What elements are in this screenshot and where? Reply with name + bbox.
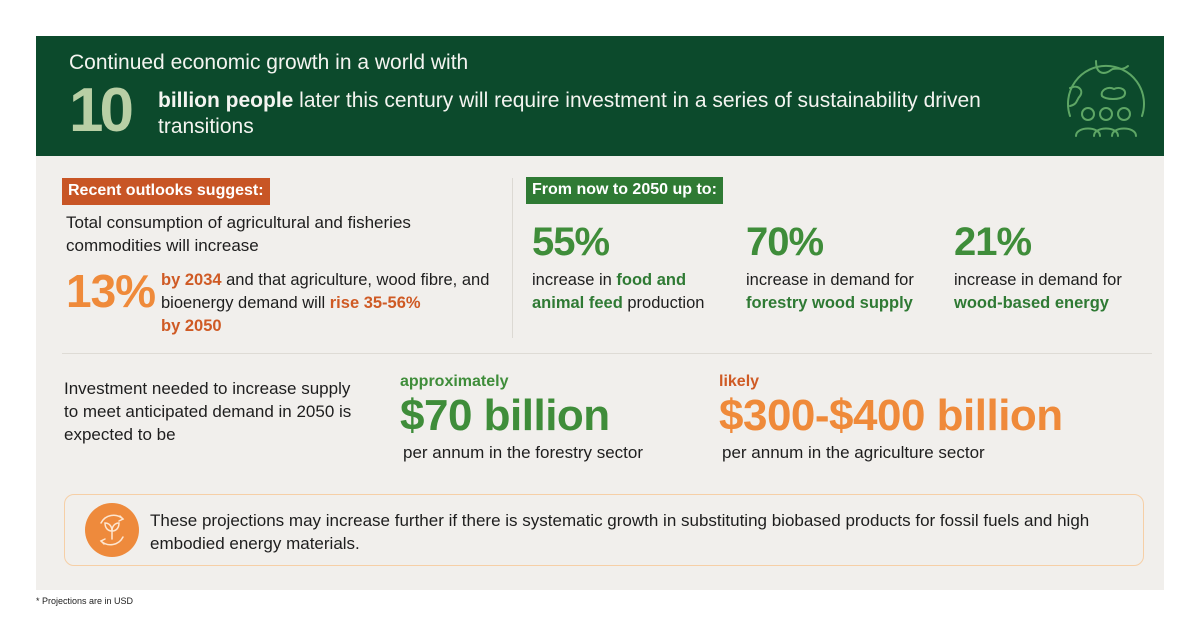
stat-value: 70% xyxy=(746,220,824,264)
outlooks-hl-2050: by 2050 xyxy=(161,317,222,335)
stat-desc: increase in food and animal feed product… xyxy=(532,269,737,315)
stat-food: 55% increase in food and animal feed pro… xyxy=(532,219,737,315)
infographic-card: Continued economic growth in a world wit… xyxy=(36,36,1164,590)
agriculture-amount: $300-$400 billion xyxy=(719,391,1063,440)
stat-pre: increase in demand for xyxy=(954,271,1122,289)
globe-people-icon xyxy=(1056,46,1156,142)
investment-agriculture: likely $300-$400 billion per annum in th… xyxy=(719,373,1063,463)
plant-cycle-icon xyxy=(85,503,139,557)
vertical-divider xyxy=(512,178,513,338)
stat-value: 55% xyxy=(532,220,610,264)
stat-forestry: 70% increase in demand for forestry wood… xyxy=(746,219,951,315)
investment-forestry: approximately $70 billion per annum in t… xyxy=(400,373,643,463)
stat-pre: increase in xyxy=(532,271,617,289)
header-rest-body: later this century will require investme… xyxy=(158,89,981,138)
outlooks-mid: and that agriculture, wood fibre, and bi… xyxy=(161,271,490,312)
forestry-amount: $70 billion xyxy=(400,391,610,440)
forestry-qualifier: approximately xyxy=(400,373,509,390)
stat-desc: increase in demand for forestry wood sup… xyxy=(746,269,951,315)
stat-wood-energy: 21% increase in demand for wood-based en… xyxy=(954,219,1159,315)
outlooks-detail: by 2034 and that agriculture, wood fibre… xyxy=(161,269,501,338)
header-big-number: 10 xyxy=(69,76,134,145)
outlooks-body: Total consumption of agricultural and fi… xyxy=(66,213,411,255)
header-banner: Continued economic growth in a world wit… xyxy=(36,36,1164,156)
stat-pre: increase in demand for xyxy=(746,271,914,289)
investment-label: Investment needed to increase supply to … xyxy=(64,379,352,444)
projections-badge: From now to 2050 up to: xyxy=(526,177,723,204)
outlooks-big-pct: 13% xyxy=(66,265,156,317)
stat-post: production xyxy=(622,294,705,312)
stat-desc: increase in demand for wood-based energy xyxy=(954,269,1159,315)
callout-text: These projections may increase further i… xyxy=(150,511,1090,553)
stat-highlight: food and animal feed xyxy=(532,271,687,312)
outlooks-badge: Recent outlooks suggest: xyxy=(62,178,270,205)
stat-value: 21% xyxy=(954,220,1032,264)
callout-box: These projections may increase further i… xyxy=(64,494,1144,566)
agriculture-qualifier: likely xyxy=(719,373,760,390)
outlooks-hl-rise: rise 35-56% xyxy=(329,294,421,312)
header-line1: Continued economic growth in a world wit… xyxy=(69,51,469,74)
agriculture-desc: per annum in the agriculture sector xyxy=(722,443,985,462)
forestry-desc: per annum in the forestry sector xyxy=(403,443,644,462)
stat-highlight: forestry wood supply xyxy=(746,294,913,312)
outlooks-hl-2034: by 2034 xyxy=(161,271,222,289)
horizontal-divider xyxy=(62,353,1152,354)
header-rest-text: billion people later this century will r… xyxy=(158,88,1018,140)
header-rest-bold: billion people xyxy=(158,89,294,112)
stat-highlight: wood-based energy xyxy=(954,294,1109,312)
footnote: * Projections are in USD xyxy=(36,596,134,606)
